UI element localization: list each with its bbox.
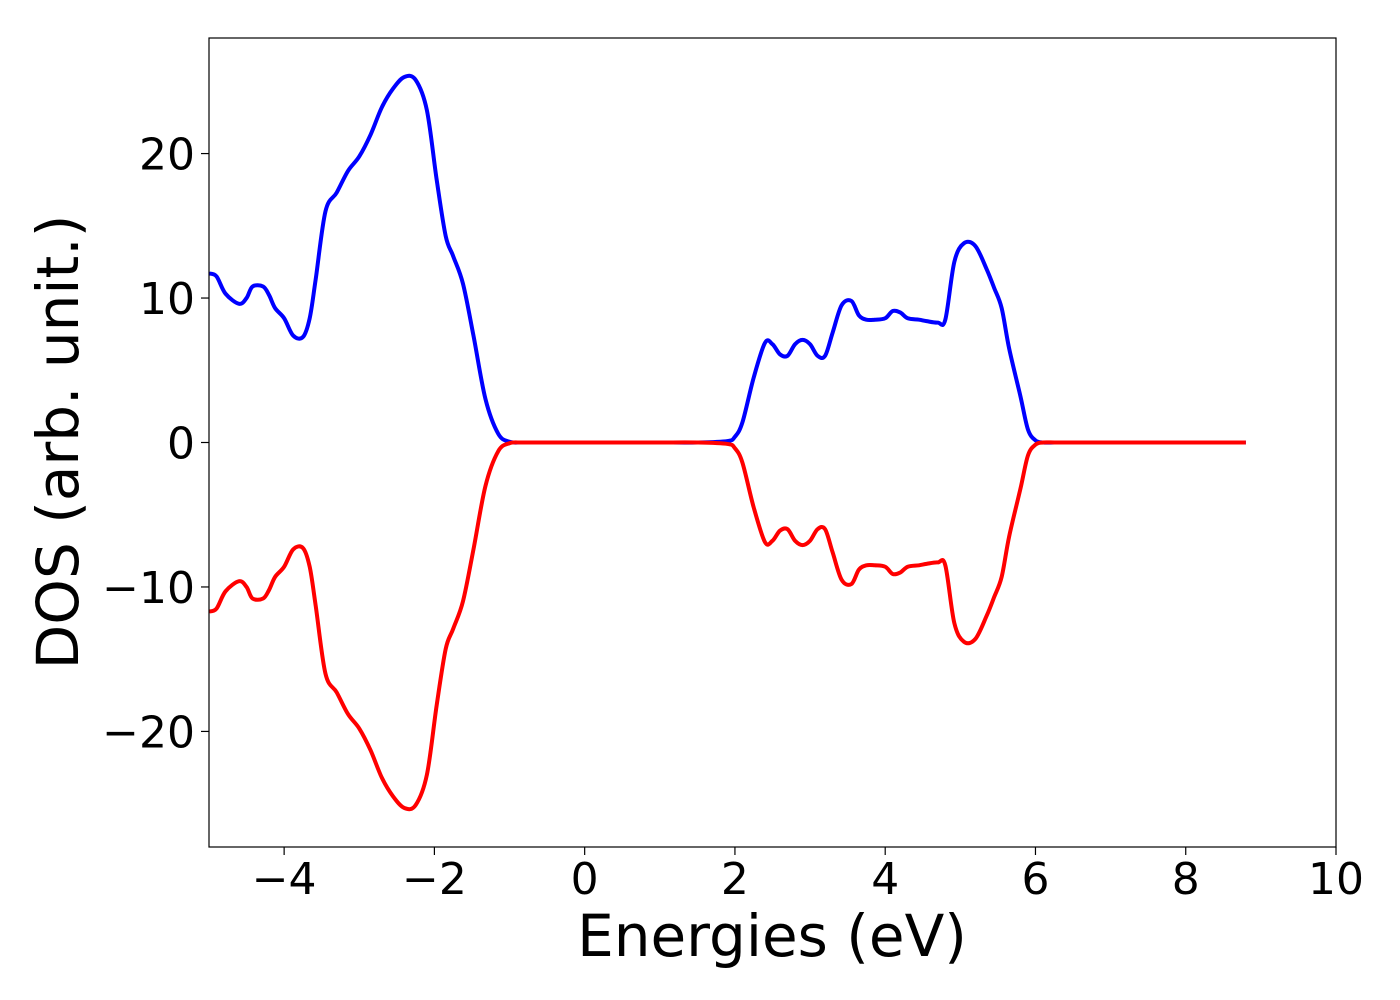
x-axis-label: Energies (eV) (577, 902, 967, 970)
x-tick-label: 6 (1021, 854, 1049, 905)
y-tick-label: −20 (102, 707, 195, 758)
x-tick-label: −2 (402, 854, 467, 905)
y-axis-ticks: −20 −10 0 10 20 (102, 130, 209, 758)
y-tick-label: 0 (167, 419, 195, 470)
series-line-2 (209, 440, 1246, 812)
y-axis-label: DOS (arb. unit.) (24, 215, 92, 670)
series-layer (209, 73, 1246, 812)
x-tick-label: 8 (1172, 854, 1200, 905)
x-tick-label: 2 (721, 854, 749, 905)
series-line-1 (209, 73, 1246, 445)
y-tick-label: −10 (102, 563, 195, 614)
y-tick-label: 10 (139, 274, 195, 325)
y-tick-label: 20 (139, 130, 195, 181)
x-axis-ticks: −4 −2 0 2 4 6 8 10 (252, 847, 1364, 905)
x-tick-label: 10 (1308, 854, 1364, 905)
x-tick-label: 0 (571, 854, 599, 905)
x-tick-label: −4 (252, 854, 317, 905)
x-tick-label: 4 (871, 854, 899, 905)
